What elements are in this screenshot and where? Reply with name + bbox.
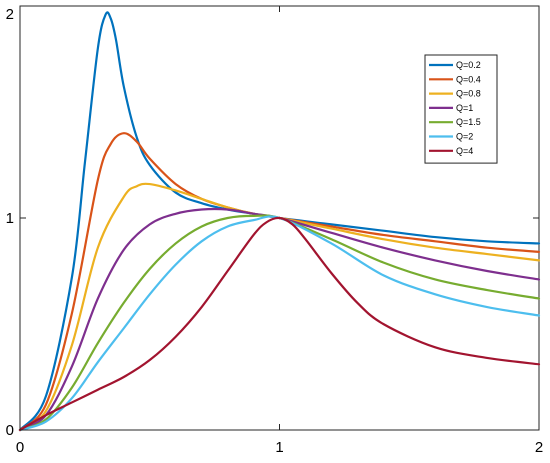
y-tick-label: 2 [6,6,14,23]
legend-label: Q=2 [456,132,473,142]
y-tick-label: 1 [6,210,14,227]
legend-label: Q=1 [456,103,473,113]
legend-label: Q=4 [456,146,473,156]
series-line-q-1 [18,207,541,432]
series-line-q-0-8 [18,182,541,432]
y-tick-label: 0 [6,422,14,439]
series-line-q-0-2 [18,11,541,432]
legend: Q=0.2 Q=0.4 Q=0.8 Q=1 Q=1.5 Q=2 Q=4 [424,54,498,164]
series-line-q-1-5 [18,214,541,432]
x-tick-label: 2 [535,439,543,456]
series-line-q-4 [18,216,541,432]
legend-label: Q=0.8 [456,89,481,99]
series-layer [18,11,541,432]
legend-label: Q=0.4 [456,74,481,84]
series-line-q-2 [18,215,541,432]
axes-layer: 0 1 2 0 1 2 [6,5,543,456]
legend-box [424,54,498,164]
x-tick-label: 1 [275,439,283,456]
legend-label: Q=1.5 [456,117,481,127]
x-tick-label: 0 [16,439,24,456]
series-line-q-0-4 [18,132,541,432]
legend-label: Q=0.2 [456,60,481,70]
